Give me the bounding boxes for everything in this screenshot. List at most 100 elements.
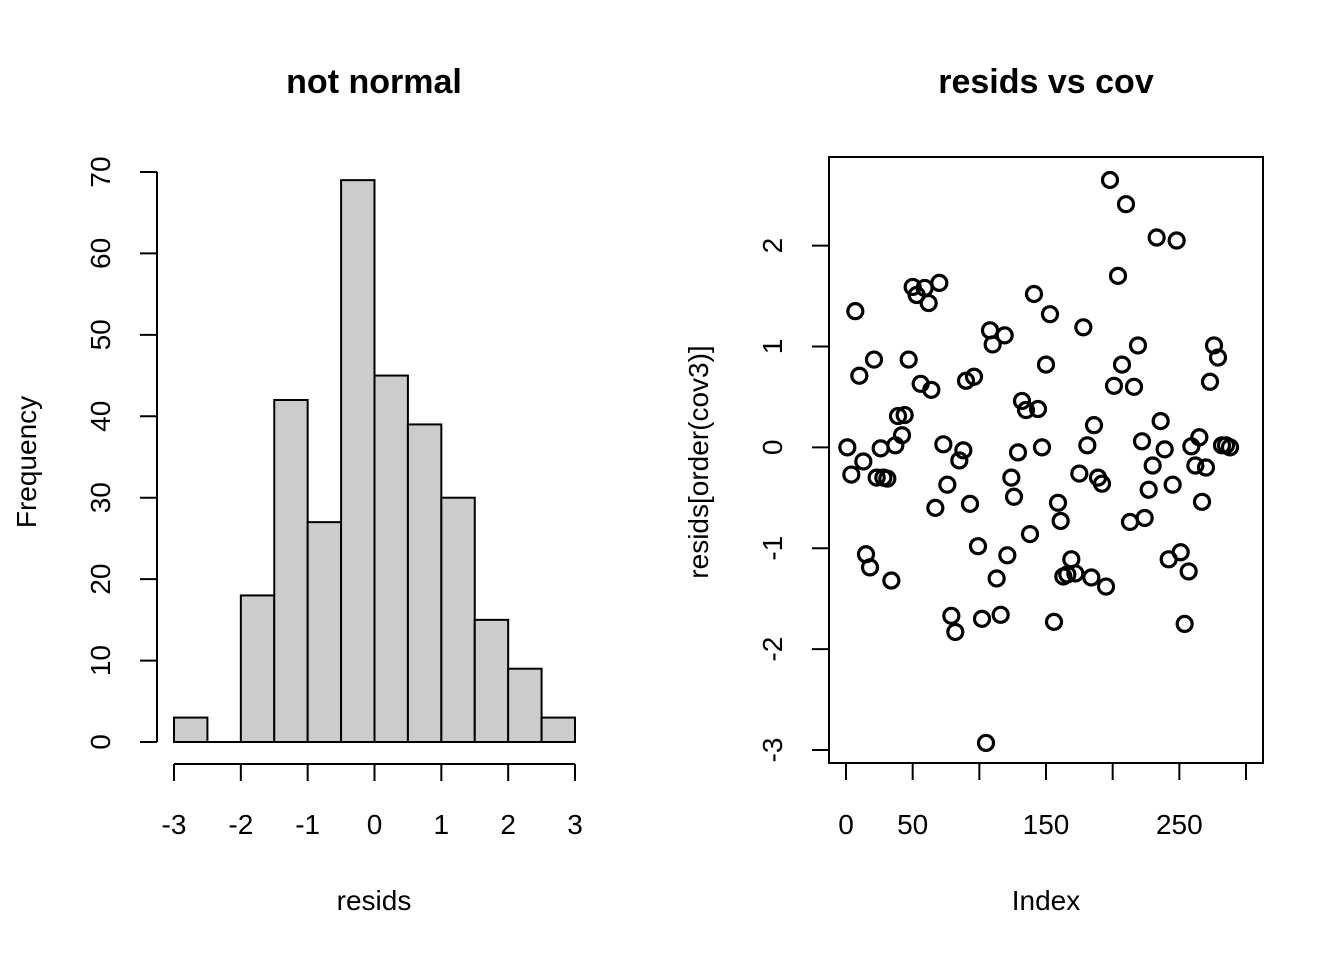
scatter-point <box>1147 228 1166 247</box>
histogram-y-tick-label: 10 <box>85 645 116 676</box>
scatter-point <box>854 452 873 471</box>
scatter-point <box>1012 391 1032 411</box>
scatter-y-tick-label: -1 <box>757 536 788 561</box>
scatter-panel: resids vs cov Index resids[order(cov3)] … <box>683 63 1264 916</box>
scatter-point <box>1020 525 1040 544</box>
histogram-bar <box>473 618 510 743</box>
histogram-title: not normal <box>286 63 462 101</box>
scatter-point <box>1155 440 1174 459</box>
scatter-point <box>1074 318 1093 337</box>
scatter-point <box>1116 195 1136 214</box>
scatter-point <box>895 405 914 425</box>
histogram-y-tick-label: 30 <box>85 482 116 513</box>
scatter-point <box>1120 512 1140 532</box>
histogram-y-tick-label: 60 <box>85 238 116 269</box>
histogram-x-tick-label: -2 <box>228 809 253 840</box>
scatter-y-tick-label: 2 <box>757 238 788 254</box>
scatter-point <box>991 605 1010 624</box>
scatter-point <box>972 609 992 628</box>
scatter-points <box>838 170 1240 753</box>
scatter-point <box>1132 432 1152 451</box>
scatter-point <box>983 335 1002 354</box>
scatter-point <box>946 622 965 642</box>
scatter-point <box>850 366 869 385</box>
scatter-point <box>1008 443 1028 462</box>
scatter-x-axis-label: Index <box>1012 885 1081 916</box>
scatter-x-axis: 0 50 150 250 <box>838 762 1247 840</box>
scatter-point <box>892 426 912 445</box>
scatter-point <box>871 439 890 458</box>
histogram-x-tick-label: 2 <box>500 809 516 840</box>
scatter-point <box>888 406 908 426</box>
scatter-point <box>867 468 886 487</box>
scatter-point <box>1143 456 1162 475</box>
scatter-point <box>1032 438 1052 457</box>
histogram-bar <box>273 399 309 743</box>
histogram-bar <box>173 716 209 743</box>
scatter-point <box>919 293 938 313</box>
scatter-point <box>1220 438 1240 457</box>
histogram-x-tick-label: -1 <box>295 809 320 840</box>
scatter-point <box>1135 508 1154 528</box>
histogram-panel: not normal resids Frequency -3 -2 -1 0 1 2 3 0… <box>11 63 583 916</box>
histogram-x-tick-label: -3 <box>162 809 187 840</box>
scatter-point <box>995 326 1014 345</box>
scatter-x-tick-label: 250 <box>1156 809 1203 840</box>
scatter-point <box>846 302 865 321</box>
scatter-point <box>938 475 957 494</box>
scatter-point <box>1092 474 1112 493</box>
scatter-point <box>1084 416 1104 435</box>
scatter-point <box>1108 266 1128 285</box>
scatter-point <box>842 465 861 484</box>
scatter-point <box>1196 458 1216 477</box>
scatter-point <box>1040 305 1060 324</box>
scatter-point <box>1128 336 1148 355</box>
scatter-point <box>987 569 1006 588</box>
scatter-title: resids vs cov <box>938 63 1154 101</box>
scatter-x-tick-label: 150 <box>1023 809 1070 840</box>
scatter-point <box>922 380 941 399</box>
scatter-point <box>1186 456 1205 475</box>
histogram-x-tick-label: 3 <box>567 809 583 840</box>
scatter-point <box>864 350 884 369</box>
histogram-bar <box>406 423 443 743</box>
scatter-point <box>980 321 1000 340</box>
scatter-y-tick-label: 1 <box>757 339 788 355</box>
scatter-point <box>1200 372 1220 391</box>
scatter-point <box>838 438 857 457</box>
scatter-point <box>960 494 980 513</box>
scatter-point <box>930 273 949 293</box>
scatter-point <box>878 469 897 488</box>
histogram-y-tick-label: 20 <box>85 564 116 595</box>
histogram-bar <box>373 374 409 743</box>
scatter-point <box>1044 612 1064 631</box>
histogram-bar <box>440 496 476 744</box>
histogram-bar <box>540 716 576 743</box>
scatter-point <box>1004 487 1024 506</box>
histogram-y-tick-label: 50 <box>85 319 116 350</box>
scatter-point <box>1082 568 1101 587</box>
scatter-point <box>1192 492 1212 511</box>
scatter-point <box>1163 475 1182 494</box>
histogram-bar <box>239 594 276 744</box>
scatter-point <box>1151 412 1170 431</box>
scatter-point <box>1048 493 1068 512</box>
scatter-y-axis: -3 -2 -1 0 1 2 <box>757 238 829 762</box>
histogram-x-axis-label: resids <box>337 885 412 916</box>
histogram-y-tick-label: 70 <box>85 156 116 187</box>
scatter-point <box>1139 480 1158 499</box>
histogram-bar <box>340 179 376 743</box>
scatter-point <box>968 537 988 556</box>
scatter-point <box>1124 377 1144 396</box>
histogram-y-axis-label: Frequency <box>11 396 42 528</box>
scatter-point <box>998 546 1017 565</box>
scatter-point <box>1051 511 1070 531</box>
histogram-x-axis: -3 -2 -1 0 1 2 3 <box>162 763 583 840</box>
scatter-point <box>1028 399 1048 419</box>
scatter-point <box>1096 577 1116 596</box>
scatter-point <box>1100 170 1120 190</box>
scatter-x-tick-label: 0 <box>838 809 854 840</box>
histogram-bar <box>507 667 543 744</box>
scatter-point <box>1078 436 1097 455</box>
scatter-point <box>1066 564 1085 583</box>
